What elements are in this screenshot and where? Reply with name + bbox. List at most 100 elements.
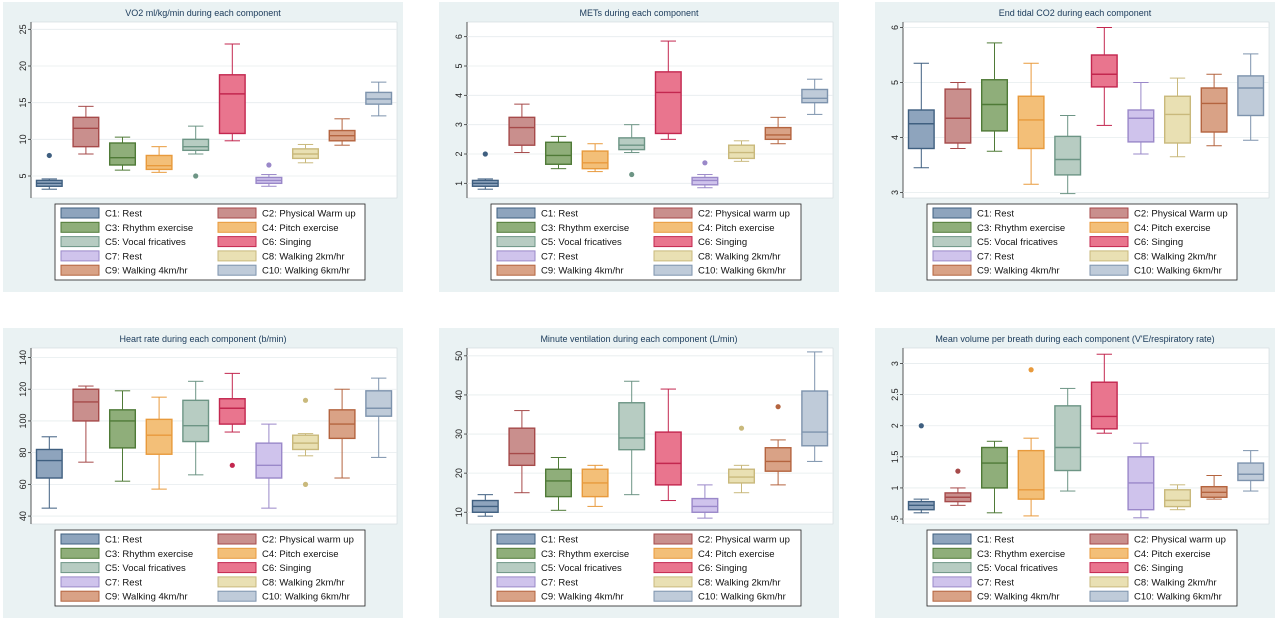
box-iqr [72, 388, 100, 422]
box-iqr [618, 137, 646, 151]
legend-label: C2: Physical warm up [1134, 535, 1226, 546]
legend-swatch [1089, 576, 1129, 588]
legend-label: C6: Singing [698, 237, 747, 248]
box-iqr [182, 399, 210, 443]
legend-swatch [932, 236, 972, 248]
outlier-point [955, 468, 961, 474]
legend-label: C10: Walking 6km/hr [1134, 266, 1222, 277]
legend-swatch [653, 533, 693, 545]
y-tick-label: 140 [18, 350, 28, 365]
box-4 [1017, 62, 1045, 185]
legend-swatch [932, 264, 972, 276]
legend-swatch [496, 221, 536, 233]
legend-label: C10: Walking 6km/hr [698, 266, 786, 277]
legend-swatch [60, 264, 100, 276]
box-iqr [907, 109, 935, 150]
legend-swatch [1089, 264, 1129, 276]
box-10 [801, 78, 829, 115]
box-7 [1127, 82, 1155, 155]
y-tick-label: 2 [890, 423, 900, 428]
legend [54, 203, 366, 281]
y-tick-label: 10 [454, 507, 464, 517]
legend-label: C1: Rest [105, 209, 142, 220]
legend-swatch [60, 250, 100, 262]
box-7 [1127, 442, 1155, 519]
y-tick-label: 2.5 [890, 388, 900, 401]
box-iqr [145, 154, 173, 171]
y-tick-label: 3 [454, 122, 464, 127]
legend-label: C9: Walking 4km/hr [977, 266, 1060, 277]
legend-swatch [1089, 547, 1129, 559]
box-1 [35, 436, 63, 509]
legend-label: C8: Walking 2km/hr [1134, 251, 1217, 262]
y-tick-label: 6 [454, 34, 464, 39]
legend-label: C7: Rest [105, 577, 142, 588]
box-6 [654, 40, 682, 140]
chart-title: METs during each component [579, 8, 699, 18]
legend-label: C4: Pitch exercise [1134, 549, 1211, 560]
legend-swatch [60, 590, 100, 602]
y-tick-label: 60 [18, 479, 28, 489]
y-tick-label: 40 [454, 390, 464, 400]
box-3 [980, 42, 1009, 152]
outlier-point [266, 162, 272, 168]
legend-label: C7: Rest [541, 251, 578, 262]
outlier-point [46, 152, 52, 159]
legend-label: C1: Rest [105, 535, 142, 546]
legend-label: C4: Pitch exercise [698, 549, 775, 560]
legend-label: C4: Pitch exercise [698, 223, 775, 234]
legend-swatch [1089, 590, 1129, 602]
box-iqr [35, 448, 63, 479]
legend-label: C3: Rhythm exercise [541, 549, 629, 560]
legend-swatch [653, 590, 693, 602]
box-4 [1017, 367, 1045, 517]
y-tick-label: 1 [454, 181, 464, 186]
box-4 [581, 464, 609, 507]
box-6 [218, 43, 246, 142]
box-3 [108, 136, 137, 171]
legend-swatch [653, 250, 693, 262]
chart-panel-mets: METs during each component 1 2 3 4 5 6 C1: Rest… [439, 2, 839, 292]
chart-title: Heart rate during each component (b/min) [119, 334, 286, 344]
legend-label: C8: Walking 2km/hr [1134, 577, 1217, 588]
box-iqr [1017, 449, 1045, 500]
legend-swatch [60, 576, 100, 588]
y-tick-label: 10 [18, 134, 28, 144]
legend-swatch [932, 250, 972, 262]
box-2 [944, 468, 972, 506]
box-iqr [291, 434, 320, 451]
box-iqr [980, 446, 1009, 489]
box-iqr [365, 390, 393, 417]
legend-label: C5: Vocal fricatives [541, 563, 622, 574]
legend [926, 529, 1238, 607]
legend-swatch [653, 547, 693, 559]
chart-panel-vo2: VO2 ml/kg/min during each component 5 10 15… [3, 2, 403, 292]
y-tick-label: 2 [454, 151, 464, 156]
legend-label: C4: Pitch exercise [262, 549, 339, 560]
box-10 [1237, 53, 1265, 141]
box-9 [764, 116, 792, 145]
box-iqr [1237, 462, 1265, 482]
legend-swatch [217, 562, 257, 574]
y-tick-label: 5 [454, 63, 464, 68]
legend-label: C8: Walking 2km/hr [698, 577, 781, 588]
legend-label: C2: Physical warm up [262, 535, 354, 546]
box-iqr [944, 88, 972, 144]
legend-label: C6: Singing [1134, 563, 1183, 574]
legend-label: C5: Vocal fricatives [977, 237, 1058, 248]
box-iqr [1054, 135, 1082, 176]
legend-label: C1: Rest [977, 209, 1014, 220]
legend [490, 529, 802, 607]
legend-label: C10: Walking 6km/hr [1134, 592, 1222, 603]
legend-swatch [217, 590, 257, 602]
chart-title: Mean volume per breath during each compo… [935, 334, 1214, 344]
box-6 [1090, 27, 1118, 126]
box-5 [1054, 387, 1082, 492]
legend-swatch [496, 250, 536, 262]
box-5 [618, 380, 646, 496]
legend-label: C7: Rest [105, 251, 142, 262]
chart-panel-volume-per-breath: Mean volume per breath during each compo… [875, 328, 1275, 618]
box-iqr [727, 468, 756, 484]
chart-panel-etco2: End tidal CO2 during each component 3 4 5 6 C… [875, 2, 1275, 292]
box-9 [1200, 73, 1228, 147]
